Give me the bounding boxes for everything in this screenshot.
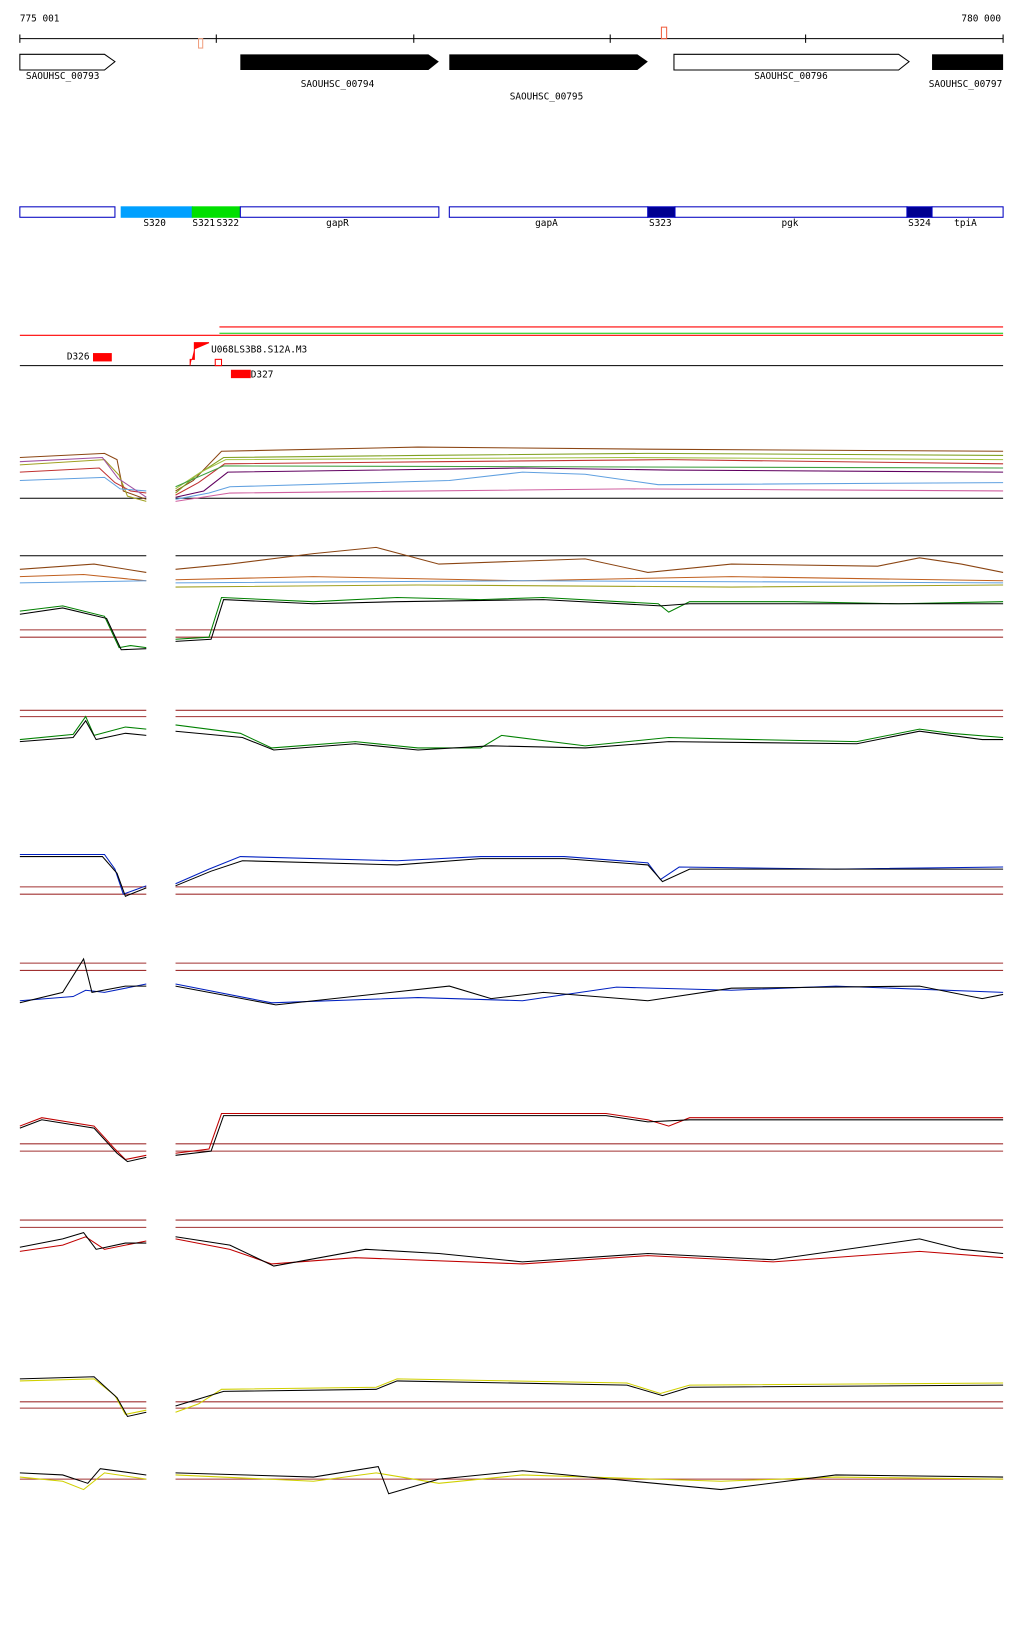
feature-boxes <box>19 206 1004 218</box>
signal-track <box>19 709 1004 751</box>
annotation-label: U068LS3B8.S12A.M3 <box>211 344 307 355</box>
ruler <box>19 34 1004 43</box>
gene-label: SAOUHSC_00793 <box>26 71 100 82</box>
signal-track <box>19 1466 1004 1495</box>
feature-label: S324 <box>908 218 931 229</box>
gene-label: SAOUHSC_00795 <box>510 92 584 103</box>
gene-label: SAOUHSC_00796 <box>754 71 828 82</box>
ruler-end: 780 000 <box>961 13 1001 24</box>
annotation-track <box>19 326 1004 379</box>
feature-label: S321 <box>192 218 215 229</box>
feature-label: S322 <box>216 218 239 229</box>
annotation-label: D326 <box>67 352 90 363</box>
gene-label: SAOUHSC_00794 <box>301 79 375 90</box>
gene-label: SAOUHSC_00797 <box>929 79 1003 90</box>
signal-track <box>19 546 1004 651</box>
feature-label: gapR <box>326 218 349 229</box>
feature-label: gapA <box>535 218 558 229</box>
signal-track <box>19 1219 1004 1267</box>
signal-track <box>19 853 1004 897</box>
ruler-start: 775 001 <box>20 13 60 24</box>
gene-arrows <box>19 53 1004 71</box>
signal-track <box>19 1113 1004 1163</box>
feature-label: pgk <box>781 218 798 229</box>
signal-track <box>19 957 1004 1006</box>
signal-track <box>19 446 1004 502</box>
signal-track <box>19 1376 1004 1418</box>
feature-label: S320 <box>143 218 166 229</box>
feature-label: tpiA <box>954 218 977 229</box>
marker <box>198 38 204 49</box>
marker <box>660 26 668 40</box>
annotation-label: D327 <box>251 370 274 381</box>
feature-label: S323 <box>649 218 672 229</box>
